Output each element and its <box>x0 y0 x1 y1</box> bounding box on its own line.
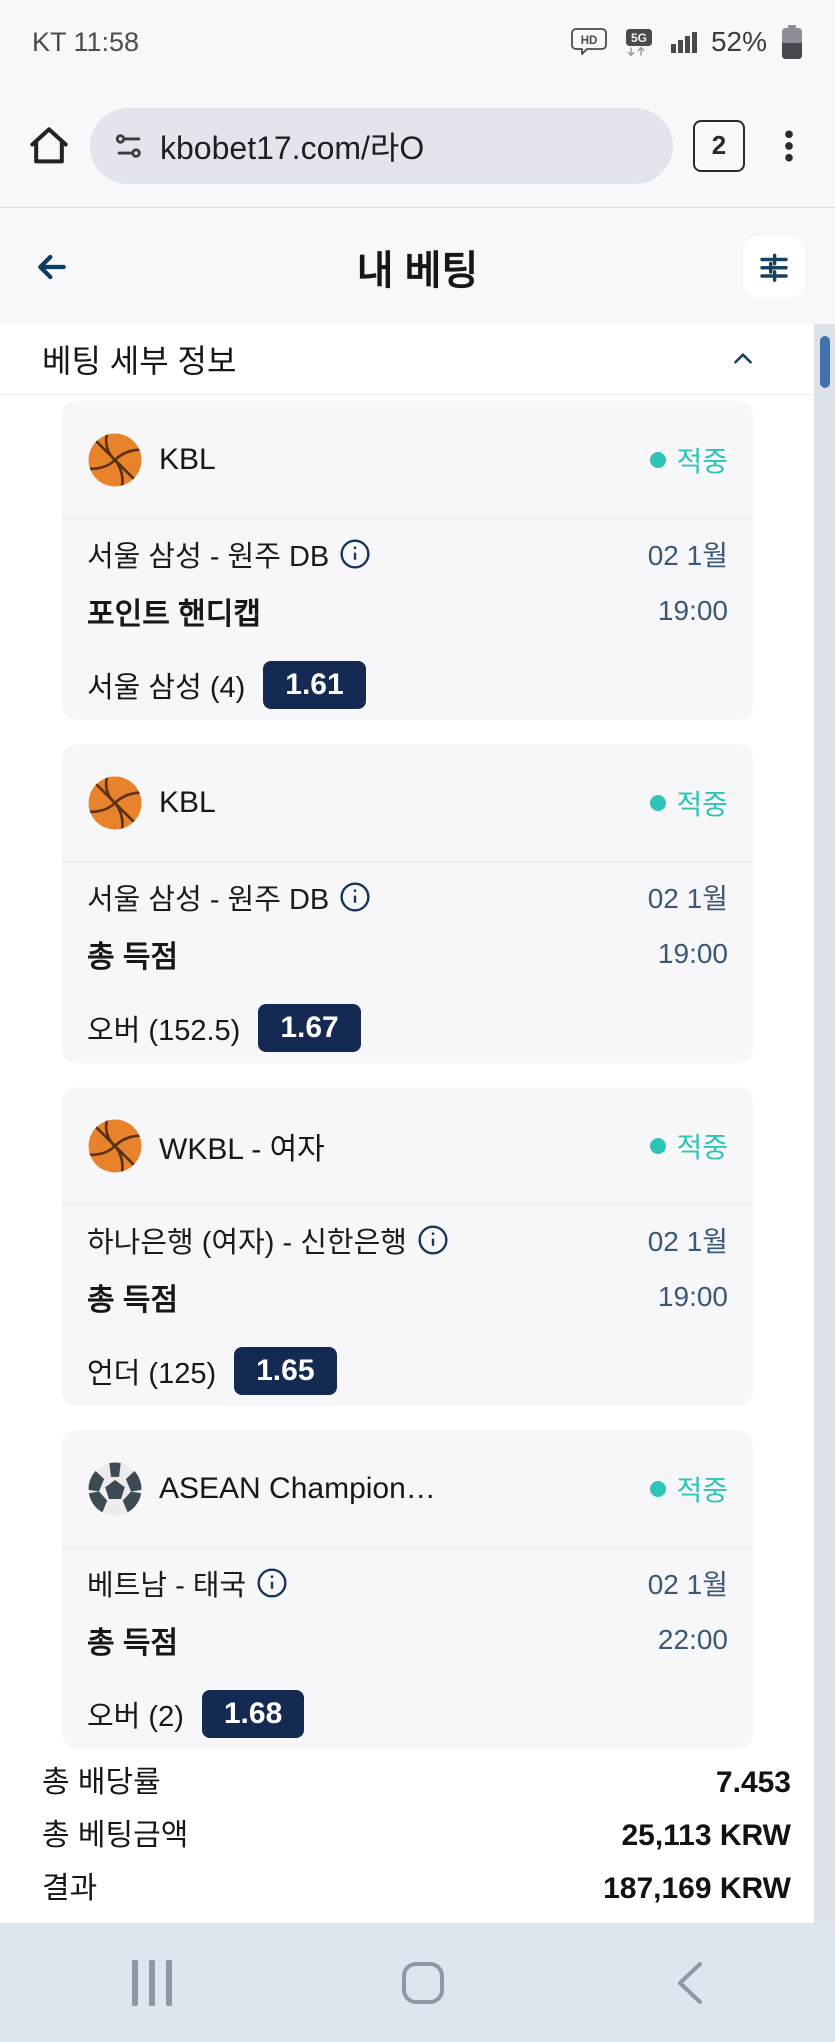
svg-text:HD: HD <box>581 35 598 47</box>
svg-text:5G: 5G <box>631 31 647 45</box>
